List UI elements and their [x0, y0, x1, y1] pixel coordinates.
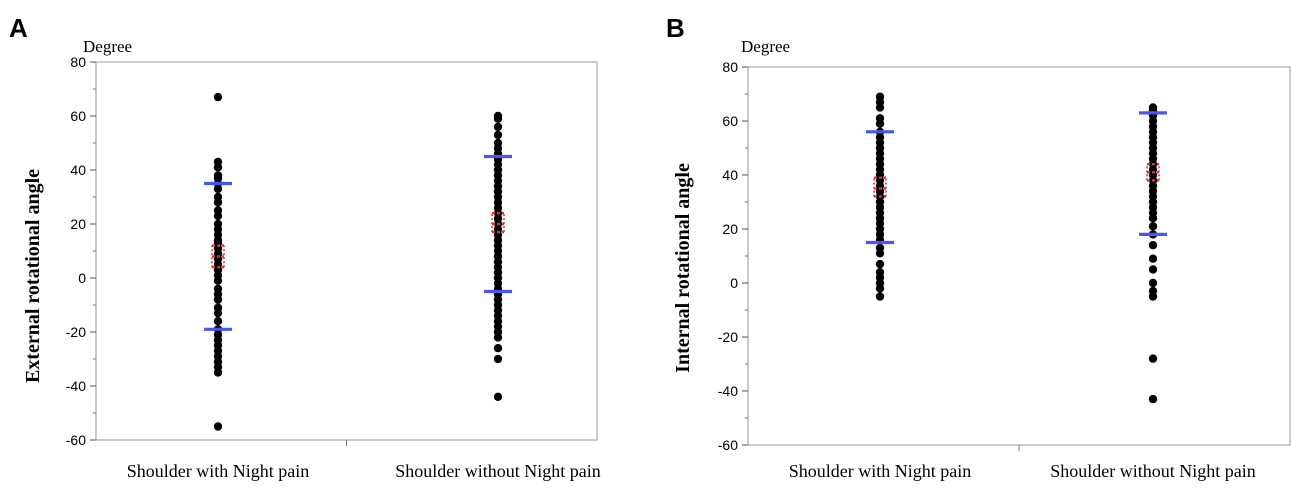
x-category-label: Shoulder without Night pain [1050, 461, 1256, 481]
data-point [213, 276, 223, 285]
y-tick-label: -20 [66, 324, 86, 340]
y-tick-label: 60 [722, 113, 738, 129]
data-point [213, 92, 223, 102]
y-tick-label: 60 [70, 108, 86, 124]
data-point [213, 184, 223, 194]
y-axis-label-a: External rotational angle [22, 169, 44, 383]
plot-area-a [204, 92, 512, 431]
y-tick-label: 40 [70, 162, 86, 178]
unit-label-b: Degree [741, 37, 790, 56]
x-category-label: Shoulder without Night pain [395, 461, 601, 481]
data-point [875, 292, 885, 301]
data-point [493, 344, 503, 353]
x-axis-a: Shoulder with Night pain Shoulder without… [127, 440, 601, 481]
y-axis-b: -60 -40 -20 0 20 40 60 80 [718, 59, 748, 453]
y-tick-label: 80 [722, 59, 738, 75]
data-point [493, 114, 503, 123]
data-point [1148, 241, 1158, 250]
data-point [1148, 354, 1158, 363]
y-tick-label: 20 [722, 221, 738, 237]
data-point [875, 259, 885, 269]
panel-letter-b: B [666, 13, 685, 43]
data-point [1148, 265, 1158, 274]
data-point [213, 308, 223, 318]
data-point [875, 284, 885, 293]
y-tick-label: 0 [78, 270, 86, 286]
y-tick-label: 40 [722, 167, 738, 183]
data-point [1148, 214, 1158, 223]
data-point [493, 333, 503, 342]
y-tick-label: -20 [718, 329, 738, 345]
y-tick-label: 80 [70, 54, 86, 70]
panel-b: B Degree Internal rotational angle -60 -4… [666, 13, 1291, 481]
data-point [493, 130, 503, 140]
data-point [493, 122, 503, 131]
data-point [213, 368, 223, 377]
panel-letter-a: A [9, 13, 28, 43]
y-axis-a: -60 -40 -20 0 20 40 60 80 [66, 54, 96, 448]
panel-a: A Degree External rotational angle -60 -4… [9, 13, 601, 481]
y-tick-label: -60 [66, 432, 86, 448]
data-point [493, 354, 503, 364]
data-point [213, 295, 223, 304]
y-tick-label: -40 [66, 378, 86, 394]
data-point [213, 163, 223, 172]
data-point [1148, 278, 1158, 288]
y-tick-label: 20 [70, 216, 86, 232]
data-point [1148, 394, 1158, 404]
plot-frame-a [95, 61, 598, 441]
data-point [213, 422, 223, 431]
data-point [1148, 254, 1158, 263]
data-point [875, 103, 885, 112]
data-point [213, 198, 223, 207]
data-point [213, 317, 223, 326]
y-tick-label: 0 [730, 275, 738, 291]
x-axis-b: Shoulder with Night pain Shoulder without… [789, 445, 1256, 481]
y-tick-label: -40 [718, 383, 738, 399]
x-category-label: Shoulder with Night pain [789, 461, 972, 481]
y-axis-label-b: Internal rotational angle [672, 163, 694, 373]
data-point [1148, 222, 1158, 231]
data-point [875, 249, 885, 258]
data-point [493, 392, 503, 401]
data-point [1148, 292, 1158, 301]
data-point [875, 119, 885, 128]
plot-frame-b [747, 66, 1291, 446]
y-tick-label: -60 [718, 437, 738, 453]
unit-label-a: Degree [83, 37, 132, 56]
data-point [213, 211, 223, 221]
plot-area-b [866, 92, 1167, 404]
x-category-label: Shoulder with Night pain [127, 461, 310, 481]
